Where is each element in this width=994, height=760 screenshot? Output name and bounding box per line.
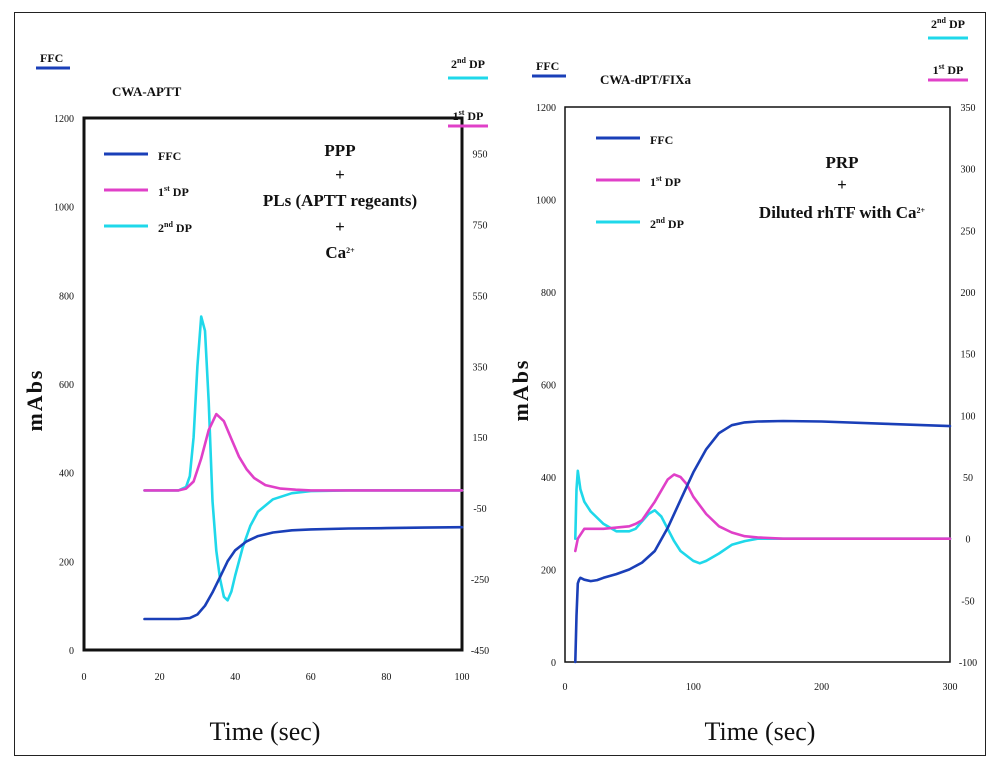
legend-1st-dp-label: 1st DP: [650, 174, 681, 189]
y-left-tick-label: 1000: [54, 203, 74, 214]
y-left-tick-label: 600: [541, 381, 556, 392]
series-line-2nd-dp: [573, 469, 952, 565]
outer-legend-2nd-dp-label: 2nd DP: [451, 56, 485, 71]
condition-line: PLs (APTT regeants): [263, 191, 417, 210]
condition-line: PPP: [324, 141, 355, 160]
legend-ffc-label: FFC: [650, 133, 673, 147]
legend-1st-dp-label: 1st DP: [158, 184, 189, 199]
legend-2nd-dp-label: 2nd DP: [158, 220, 192, 235]
x-tick-label: 0: [82, 672, 87, 683]
y-right-tick-label: -450: [471, 646, 489, 657]
x-tick-label: 40: [230, 672, 240, 683]
condition-line: Diluted rhTF with Ca2+: [759, 203, 926, 222]
y-right-tick-label: 350: [961, 103, 976, 114]
y-right-tick-label: 0: [966, 535, 971, 546]
x-tick-label: 100: [455, 672, 470, 683]
y-right-tick-label: 950: [473, 149, 488, 160]
y-left-tick-label: 0: [551, 658, 556, 669]
y-right-tick-label: 50: [963, 473, 973, 484]
chart-title: CWA-APTT: [112, 84, 182, 99]
y-right-tick-label: 150: [961, 350, 976, 361]
y-right-tick-label: 750: [473, 220, 488, 231]
y-left-tick-label: 400: [59, 469, 74, 480]
y-axis-label: mAbs: [22, 368, 47, 431]
x-axis-label: Time (sec): [210, 717, 321, 746]
series-line-2nd-dp: [143, 315, 464, 602]
x-tick-label: 300: [943, 682, 958, 693]
chart-title: CWA-dPT/FIXa: [600, 72, 692, 87]
y-left-tick-label: 1200: [54, 114, 74, 125]
condition-line: PRP: [825, 153, 858, 172]
outer-legend-ffc-label: FFC: [536, 59, 559, 73]
y-right-tick-label: -250: [471, 575, 489, 586]
y-left-tick-label: 1000: [536, 196, 556, 207]
condition-line: +: [335, 165, 345, 184]
plot-area: [564, 106, 951, 663]
y-right-tick-label: -50: [473, 504, 486, 515]
series-line-1st-dp: [143, 412, 464, 492]
y-right-tick-label: 350: [473, 362, 488, 373]
outer-legend-1st-dp-label: 1st DP: [453, 108, 484, 123]
outer-legend-ffc-label: FFC: [40, 51, 63, 65]
y-right-tick-label: 150: [473, 433, 488, 444]
x-tick-label: 0: [563, 682, 568, 693]
x-tick-label: 100: [686, 682, 701, 693]
chart-2: 0 100 200 300 0 200 400 600 800 1000 1200 -100 -50 0 5…: [508, 16, 977, 746]
condition-line: +: [837, 175, 847, 194]
y-right-tick-label: 200: [961, 288, 976, 299]
y-left-tick-label: 0: [69, 646, 74, 657]
y-right-tick-label: -100: [959, 658, 977, 669]
y-left-tick-label: 200: [541, 566, 556, 577]
condition-line: Ca2+: [325, 243, 355, 262]
x-tick-label: 20: [155, 672, 165, 683]
chart-1: 0 20 40 60 80 100020040060080010001200-450-25…: [22, 51, 489, 746]
y-right-tick-label: 250: [961, 226, 976, 237]
y-right-tick-label: 300: [961, 165, 976, 176]
y-right-tick-label: -50: [961, 596, 974, 607]
y-left-tick-label: 1200: [536, 103, 556, 114]
series-line-ffc: [143, 525, 464, 621]
condition-line: +: [335, 217, 345, 236]
y-left-tick-label: 400: [541, 473, 556, 484]
x-axis-label: Time (sec): [705, 717, 816, 746]
y-right-tick-label: 100: [961, 411, 976, 422]
plot-area: [82, 116, 464, 652]
series-line-1st-dp: [573, 473, 952, 553]
y-left-tick-label: 800: [541, 288, 556, 299]
y-axis-label: mAbs: [508, 358, 533, 421]
legend-ffc-label: FFC: [158, 149, 181, 163]
outer-legend-2nd-dp-label: 2nd DP: [931, 16, 965, 31]
x-tick-label: 60: [306, 672, 316, 683]
legend-2nd-dp-label: 2nd DP: [650, 216, 684, 231]
figure-frame: [14, 12, 986, 756]
series-line-ffc: [573, 419, 952, 664]
x-tick-label: 80: [381, 672, 391, 683]
x-tick-label: 200: [814, 682, 829, 693]
y-left-tick-label: 800: [59, 291, 74, 302]
y-left-tick-label: 200: [59, 557, 74, 568]
y-left-tick-label: 600: [59, 380, 74, 391]
y-right-tick-label: 550: [473, 291, 488, 302]
outer-legend-1st-dp-label: 1st DP: [933, 62, 964, 77]
